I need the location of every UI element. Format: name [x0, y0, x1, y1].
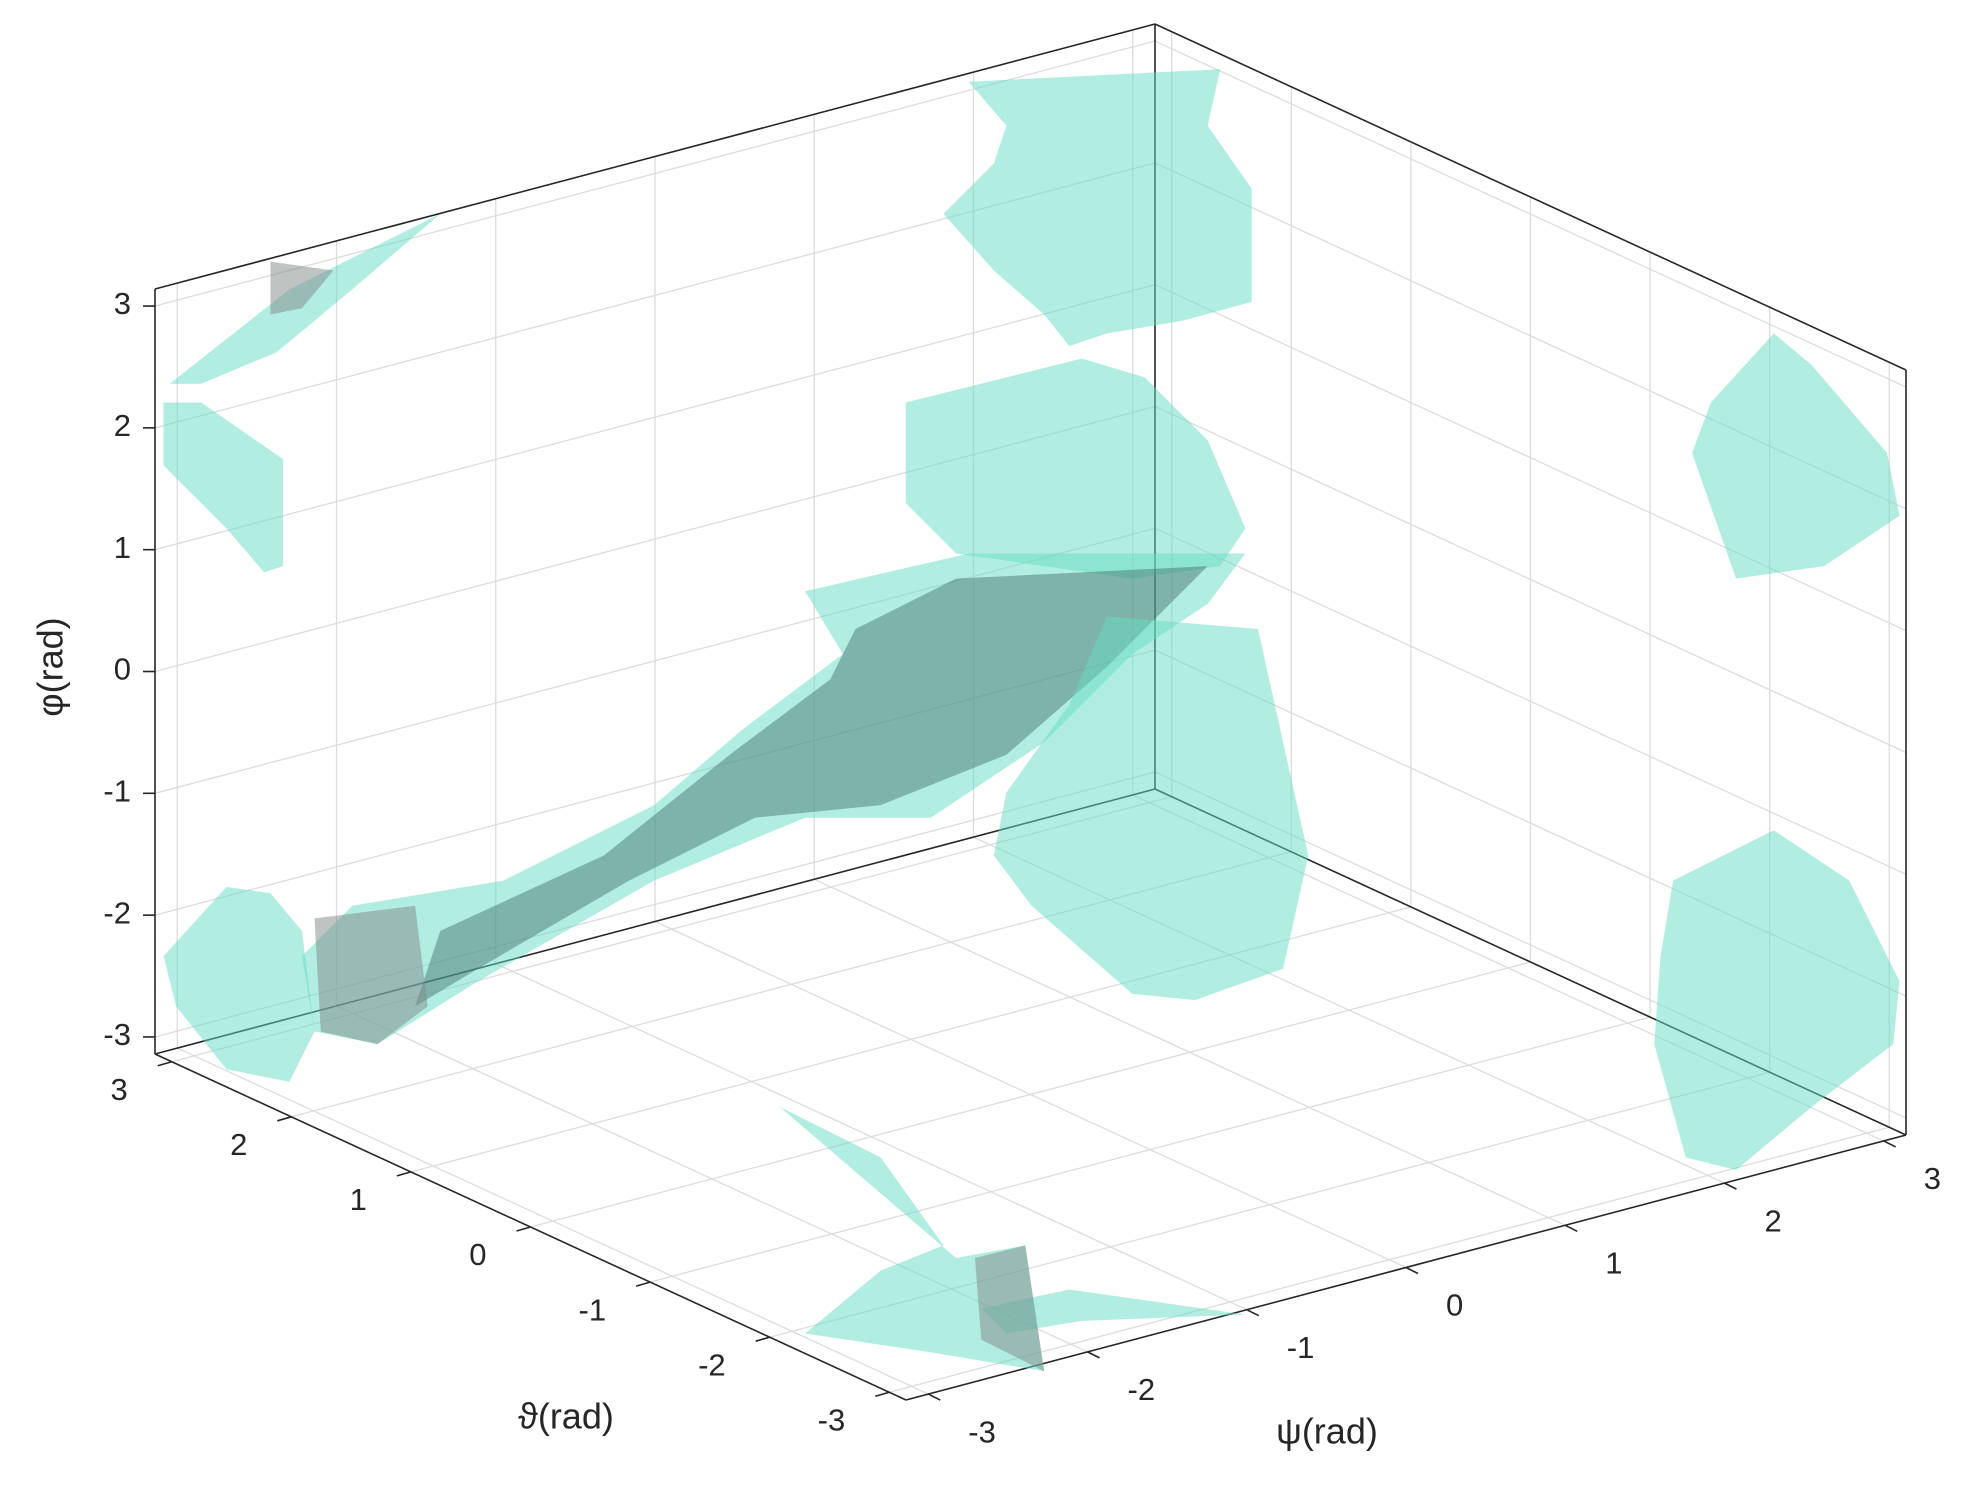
- z-tick-label: -1: [103, 774, 131, 809]
- y-tick: [1087, 1351, 1100, 1359]
- x-tick-label: 1: [350, 1182, 367, 1217]
- x-tick-label: 3: [110, 1072, 127, 1107]
- box-edge: [154, 23, 1156, 290]
- surface-patch: [301, 553, 1246, 1045]
- grid-line: [1154, 405, 1907, 754]
- y-tick-label: 1: [1605, 1245, 1622, 1280]
- surface-patch: [981, 1289, 1246, 1334]
- grid-line: [1154, 284, 1907, 632]
- x-tick: [157, 1060, 172, 1067]
- y-tick-label: -3: [968, 1414, 996, 1449]
- y-axis-label: ψ(rad): [1276, 1411, 1378, 1452]
- y-tick-label: -2: [1128, 1372, 1156, 1407]
- z-tick-label: -3: [103, 1017, 131, 1052]
- surface-patch: [993, 616, 1309, 1001]
- grid-line: [654, 920, 1407, 1269]
- x-tick: [277, 1116, 292, 1122]
- z-tick-label: 2: [114, 408, 131, 443]
- y-tick-label: 3: [1924, 1161, 1941, 1196]
- y-tick: [1724, 1182, 1737, 1190]
- surface-shadow: [415, 566, 1208, 1007]
- x-tick-label: -3: [818, 1402, 846, 1437]
- isosurface: [163, 69, 1900, 1372]
- surface-shadow: [314, 905, 428, 1045]
- surface-patch: [943, 69, 1252, 346]
- x-tick-label: -2: [698, 1347, 726, 1382]
- x-tick: [635, 1281, 651, 1287]
- y-tick: [1883, 1140, 1897, 1148]
- x-tick: [516, 1226, 531, 1232]
- z-tick-label: 3: [114, 286, 131, 321]
- y-tick: [1246, 1308, 1260, 1317]
- y-tick-label: 0: [1446, 1288, 1463, 1323]
- surface-patch: [1692, 333, 1900, 579]
- z-tick-label: 0: [114, 652, 131, 687]
- z-tick-label: -2: [103, 895, 131, 930]
- z-tick-label: 1: [114, 530, 131, 565]
- x-tick: [875, 1391, 890, 1398]
- y-tick: [1564, 1224, 1578, 1233]
- grid-line: [1154, 527, 1907, 875]
- box-edge: [1154, 23, 1907, 371]
- surface-patch: [779, 1107, 1045, 1372]
- y-tick: [1405, 1266, 1419, 1275]
- surface-patch: [905, 358, 1246, 579]
- y-tick-label: 2: [1764, 1203, 1781, 1238]
- surface-patch: [163, 886, 315, 1082]
- surface-patch: [163, 402, 284, 573]
- x-tick: [755, 1336, 770, 1342]
- axes-layer: -3 -2 -1 0 1 2 3 -3 -2 -1 0 1 2 3 -3 -2 -1 0 1 2 3: [103, 286, 1941, 1449]
- x-tick: [396, 1171, 412, 1177]
- surface-shadow: [974, 1245, 1045, 1372]
- x-tick-label: -1: [579, 1292, 607, 1327]
- grid-line: [154, 284, 1156, 551]
- grid-line: [177, 1047, 929, 1395]
- y-tick-label: -1: [1287, 1330, 1315, 1365]
- z-axis-label: φ(rad): [30, 617, 71, 716]
- x-tick-label: 2: [230, 1127, 247, 1162]
- surface-patch: [1654, 830, 1900, 1170]
- x-tick-label: 0: [469, 1237, 486, 1272]
- grid-line: [813, 878, 1566, 1226]
- grid-line: [1154, 40, 1907, 388]
- grid-line: [495, 963, 1248, 1311]
- y-tick: [927, 1393, 941, 1401]
- surface-shadow: [270, 261, 334, 315]
- x-axis-label: ϑ(rad): [518, 1396, 614, 1437]
